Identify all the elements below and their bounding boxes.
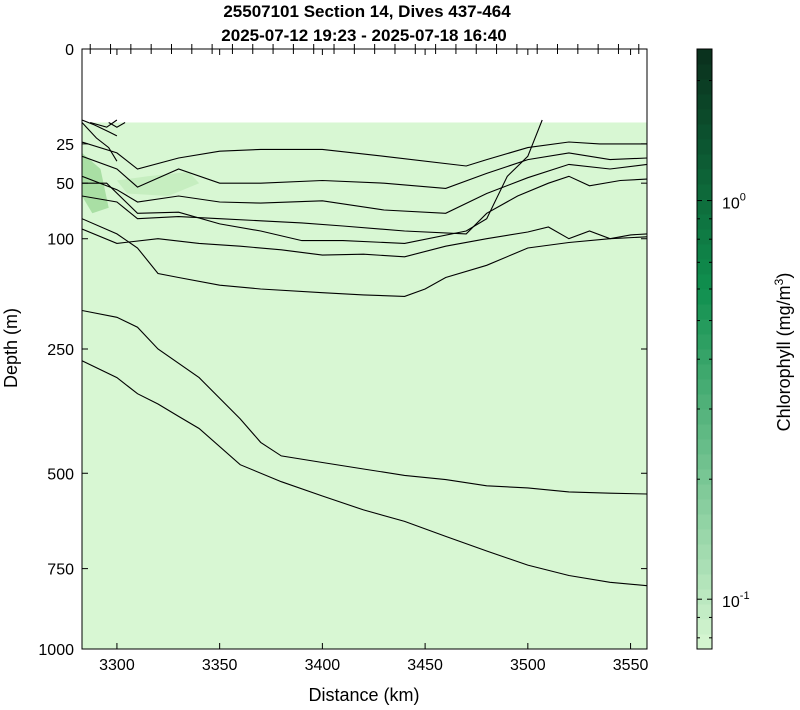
colorbar-segment bbox=[697, 334, 712, 350]
y-axis-label: Depth (m) bbox=[1, 308, 21, 388]
colorbar-frame bbox=[696, 48, 713, 650]
y-tick-label: 25 bbox=[56, 137, 74, 154]
colorbar-segment bbox=[697, 454, 712, 470]
contour-line-12 bbox=[82, 309, 647, 495]
contour-line-7 bbox=[82, 163, 647, 214]
colorbar-segment bbox=[697, 574, 712, 590]
colorbar: 10-1 100 bbox=[696, 48, 750, 650]
colorbar-segment bbox=[697, 229, 712, 245]
contour-line-8 bbox=[82, 175, 647, 235]
colorbar-segment bbox=[697, 124, 712, 140]
colorbar-segment bbox=[697, 484, 712, 500]
x-axis-label: Distance (km) bbox=[308, 685, 419, 705]
colorbar-segment bbox=[697, 139, 712, 155]
x-tick-label: 3300 bbox=[99, 657, 135, 674]
y-tick-label: 0 bbox=[65, 42, 74, 59]
contour-lines bbox=[82, 119, 647, 587]
colorbar-segment bbox=[697, 619, 712, 635]
contour-line-10 bbox=[82, 226, 647, 258]
chlorophyll-field bbox=[82, 122, 647, 650]
colorbar-segment bbox=[697, 289, 712, 305]
contour-line-11 bbox=[82, 218, 647, 297]
colorbar-segment bbox=[697, 529, 712, 545]
colorbar-segment bbox=[697, 439, 712, 455]
x-tick-label: 3450 bbox=[407, 657, 443, 674]
colorbar-segment bbox=[697, 589, 712, 605]
colorbar-segment bbox=[697, 304, 712, 320]
y-tick-label: 100 bbox=[47, 232, 74, 249]
y-tick-label: 250 bbox=[47, 342, 74, 359]
x-tick-label: 3550 bbox=[613, 657, 649, 674]
colorbar-segment bbox=[697, 64, 712, 80]
colorbar-segment bbox=[697, 409, 712, 425]
contour-fill-subsurface-max bbox=[116, 172, 200, 196]
x-tick-label: 3500 bbox=[510, 657, 546, 674]
colorbar-segment bbox=[697, 199, 712, 215]
colorbar-segment bbox=[697, 424, 712, 440]
chart-title-line-1: 25507101 Section 14, Dives 437-464 bbox=[223, 2, 511, 21]
colorbar-segment bbox=[697, 604, 712, 620]
colorbar-segment bbox=[697, 49, 712, 65]
colorbar-tick-label: 100 bbox=[722, 192, 746, 213]
colorbar-segment bbox=[697, 394, 712, 410]
colorbar-segment bbox=[697, 349, 712, 365]
colorbar-segment bbox=[697, 244, 712, 260]
y-tick-label: 750 bbox=[47, 562, 74, 579]
contour-line-13 bbox=[82, 360, 647, 587]
colorbar-label-exponent: 3 bbox=[772, 278, 786, 285]
x-tick-label: 3400 bbox=[305, 657, 341, 674]
y-tick-label: 50 bbox=[56, 176, 74, 193]
contour-line-4 bbox=[108, 122, 126, 128]
colorbar-tick-label: 10-1 bbox=[722, 590, 750, 611]
contour-line-5 bbox=[82, 141, 647, 170]
colorbar-segment bbox=[697, 319, 712, 335]
colorbar-segment bbox=[697, 634, 712, 650]
colorbar-segment bbox=[697, 274, 712, 290]
contour-line-6 bbox=[82, 152, 647, 189]
colorbar-segment bbox=[697, 259, 712, 275]
colorbar-segment bbox=[697, 184, 712, 200]
colorbar-segment bbox=[697, 154, 712, 170]
colorbar-segment bbox=[697, 499, 712, 515]
plot-area: 3300 3350 3400 3450 3500 3550 0 25 50 100 250 500 75… bbox=[38, 42, 648, 674]
contour-line-9 bbox=[82, 119, 543, 244]
contour-line-2 bbox=[82, 119, 118, 137]
colorbar-segment bbox=[697, 559, 712, 575]
colorbar-segment bbox=[697, 379, 712, 395]
colorbar-segment bbox=[697, 109, 712, 125]
y-tick-label: 1000 bbox=[38, 642, 74, 659]
colorbar-segment bbox=[697, 79, 712, 95]
colorbar-segment bbox=[697, 169, 712, 185]
colorbar-segment bbox=[697, 469, 712, 485]
colorbar-segment bbox=[697, 214, 712, 230]
contour-line-1 bbox=[82, 122, 118, 162]
colorbar-label: Chlorophyll (mg/m3) bbox=[772, 273, 794, 432]
colorbar-segment bbox=[697, 364, 712, 380]
colorbar-segment bbox=[697, 544, 712, 560]
x-tick-label: 3350 bbox=[202, 657, 238, 674]
contour-line-3 bbox=[90, 119, 118, 128]
colorbar-segment bbox=[697, 514, 712, 530]
colorbar-segment bbox=[697, 94, 712, 110]
chart-title-line-2: 2025-07-12 19:23 - 2025-07-18 16:40 bbox=[221, 26, 506, 45]
y-tick-label: 500 bbox=[47, 466, 74, 483]
